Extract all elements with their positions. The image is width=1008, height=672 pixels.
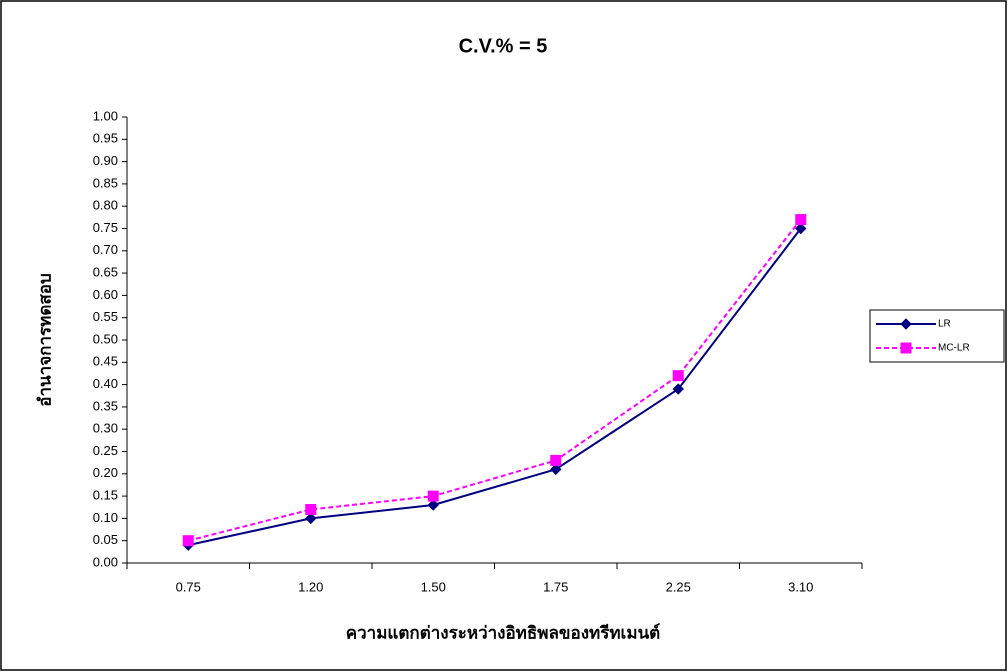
y-tick-label: 0.05 <box>93 532 118 547</box>
y-tick-label: 0.65 <box>93 265 118 280</box>
y-tick-label: 0.60 <box>93 287 118 302</box>
y-tick-label: 0.80 <box>93 198 118 213</box>
data-point <box>551 455 561 465</box>
y-tick-label: 0.40 <box>93 376 118 391</box>
y-tick-label: 0.70 <box>93 242 118 257</box>
y-tick-label: 0.20 <box>93 465 118 480</box>
y-tick-label: 0.45 <box>93 354 118 369</box>
y-tick-label: 0.35 <box>93 398 118 413</box>
data-point <box>673 371 683 381</box>
data-point <box>306 504 316 514</box>
legend-marker <box>901 343 911 353</box>
x-tick-label: 3.10 <box>788 579 813 594</box>
y-tick-label: 0.15 <box>93 488 118 503</box>
chart: C.V.% = 5 ความแตกต่างระหว่างอิทธิพลของทร… <box>0 0 1008 672</box>
y-tick-label: 1.00 <box>93 108 118 123</box>
y-tick-label: 0.25 <box>93 443 118 458</box>
y-tick-label: 0.85 <box>93 175 118 190</box>
x-tick-label: 0.75 <box>176 579 201 594</box>
x-tick-label: 1.75 <box>543 579 568 594</box>
y-tick-label: 0.30 <box>93 421 118 436</box>
data-point <box>796 215 806 225</box>
y-tick-label: 0.10 <box>93 510 118 525</box>
x-axis-title: ความแตกต่างระหว่างอิทธิพลของทรีทเมนต์ <box>346 622 660 642</box>
x-tick-label: 1.20 <box>298 579 323 594</box>
chart-border <box>1 1 1006 670</box>
y-tick-label: 0.50 <box>93 331 118 346</box>
legend-label: MC-LR <box>938 343 970 354</box>
data-point <box>183 536 193 546</box>
y-tick-label: 0.55 <box>93 309 118 324</box>
chart-title: C.V.% = 5 <box>459 35 548 57</box>
y-tick-label: 0.95 <box>93 131 118 146</box>
x-tick-label: 2.25 <box>666 579 691 594</box>
legend-label: LR <box>938 319 951 330</box>
legend-box <box>870 310 1004 362</box>
y-axis-title: อำนาจการทดสอบ <box>35 273 54 406</box>
y-tick-label: 0.00 <box>93 554 118 569</box>
y-tick-label: 0.75 <box>93 220 118 235</box>
data-point <box>428 491 438 501</box>
x-tick-label: 1.50 <box>421 579 446 594</box>
y-tick-label: 0.90 <box>93 153 118 168</box>
